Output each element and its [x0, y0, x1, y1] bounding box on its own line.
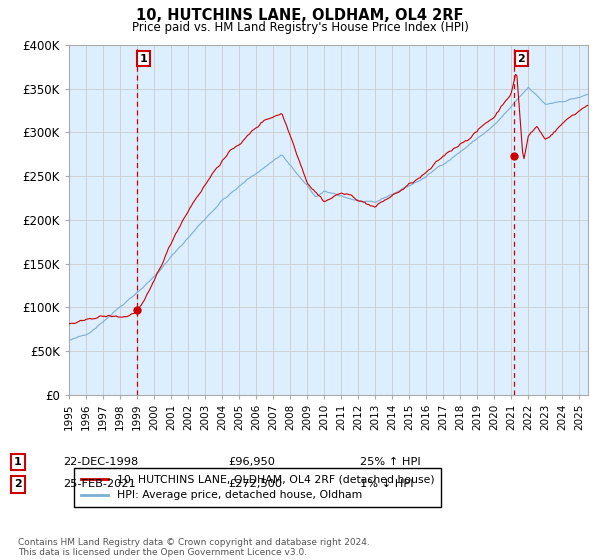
Text: £272,500: £272,500 — [228, 479, 282, 489]
Text: 22-DEC-1998: 22-DEC-1998 — [63, 457, 138, 467]
Text: 1: 1 — [14, 457, 22, 467]
Text: £96,950: £96,950 — [228, 457, 275, 467]
Text: Contains HM Land Registry data © Crown copyright and database right 2024.
This d: Contains HM Land Registry data © Crown c… — [18, 538, 370, 557]
Text: 2: 2 — [517, 54, 525, 63]
Text: 1: 1 — [140, 54, 148, 63]
Text: 1% ↓ HPI: 1% ↓ HPI — [360, 479, 413, 489]
Text: 10, HUTCHINS LANE, OLDHAM, OL4 2RF: 10, HUTCHINS LANE, OLDHAM, OL4 2RF — [136, 8, 464, 24]
Text: 25% ↑ HPI: 25% ↑ HPI — [360, 457, 421, 467]
Text: 2: 2 — [14, 479, 22, 489]
Legend: 10, HUTCHINS LANE, OLDHAM, OL4 2RF (detached house), HPI: Average price, detache: 10, HUTCHINS LANE, OLDHAM, OL4 2RF (deta… — [74, 469, 441, 507]
Text: Price paid vs. HM Land Registry's House Price Index (HPI): Price paid vs. HM Land Registry's House … — [131, 21, 469, 34]
Text: 25-FEB-2021: 25-FEB-2021 — [63, 479, 136, 489]
